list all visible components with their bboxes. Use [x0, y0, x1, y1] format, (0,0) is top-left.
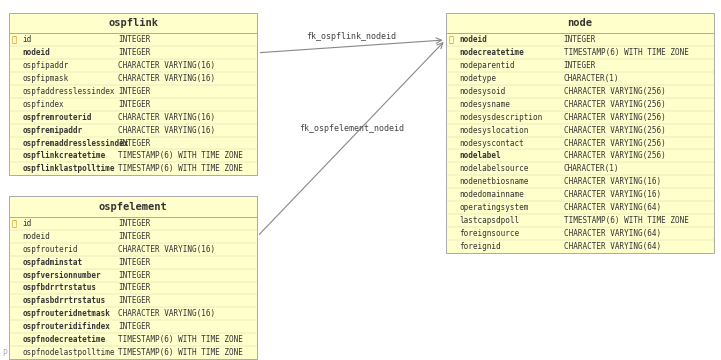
- Text: ⚿: ⚿: [448, 35, 454, 44]
- Text: nodedomainname: nodedomainname: [459, 190, 524, 199]
- Text: nodesyslocation: nodesyslocation: [459, 126, 528, 135]
- Text: ospfremaddresslessindex: ospfremaddresslessindex: [22, 139, 129, 148]
- Text: CHARACTER VARYING(256): CHARACTER VARYING(256): [564, 100, 665, 109]
- Text: fk_ospflink_nodeid: fk_ospflink_nodeid: [306, 32, 397, 41]
- Text: nodesysoid: nodesysoid: [459, 87, 505, 96]
- Bar: [446, 13, 714, 253]
- Text: node: node: [567, 18, 592, 28]
- Text: INTEGER: INTEGER: [118, 322, 151, 331]
- Text: CHARACTER VARYING(16): CHARACTER VARYING(16): [118, 309, 216, 318]
- Text: INTEGER: INTEGER: [118, 258, 151, 267]
- Text: ospfbdrrtrstatus: ospfbdrrtrstatus: [22, 283, 97, 292]
- Text: CHARACTER VARYING(256): CHARACTER VARYING(256): [564, 113, 665, 122]
- Bar: [9, 196, 257, 359]
- Text: TIMESTAMP(6) WITH TIME ZONE: TIMESTAMP(6) WITH TIME ZONE: [564, 216, 689, 225]
- Text: nodecreatetime: nodecreatetime: [459, 48, 524, 57]
- Text: CHARACTER VARYING(16): CHARACTER VARYING(16): [118, 61, 216, 70]
- Text: CHARACTER VARYING(64): CHARACTER VARYING(64): [564, 229, 660, 238]
- Text: INTEGER: INTEGER: [118, 219, 151, 228]
- Text: id: id: [22, 35, 32, 44]
- Text: TIMESTAMP(6) WITH TIME ZONE: TIMESTAMP(6) WITH TIME ZONE: [118, 335, 243, 344]
- Text: CHARACTER VARYING(16): CHARACTER VARYING(16): [564, 177, 660, 186]
- Text: TIMESTAMP(6) WITH TIME ZONE: TIMESTAMP(6) WITH TIME ZONE: [564, 48, 689, 57]
- Text: nodeid: nodeid: [459, 35, 487, 44]
- Text: INTEGER: INTEGER: [564, 35, 596, 44]
- Text: TIMESTAMP(6) WITH TIME ZONE: TIMESTAMP(6) WITH TIME ZONE: [118, 164, 243, 173]
- Text: INTEGER: INTEGER: [118, 48, 151, 57]
- Text: CHARACTER VARYING(256): CHARACTER VARYING(256): [564, 87, 665, 96]
- Text: nodesysdescription: nodesysdescription: [459, 113, 542, 122]
- Text: CHARACTER VARYING(256): CHARACTER VARYING(256): [564, 139, 665, 148]
- Text: nodesysname: nodesysname: [459, 100, 510, 109]
- Text: CHARACTER VARYING(64): CHARACTER VARYING(64): [564, 242, 660, 251]
- Text: ⚿: ⚿: [12, 35, 17, 44]
- Text: ospfindex: ospfindex: [22, 100, 64, 109]
- Text: ospfrouterid: ospfrouterid: [22, 245, 78, 254]
- Text: TIMESTAMP(6) WITH TIME ZONE: TIMESTAMP(6) WITH TIME ZONE: [118, 348, 243, 357]
- Text: CHARACTER VARYING(16): CHARACTER VARYING(16): [118, 74, 216, 83]
- Text: nodetype: nodetype: [459, 74, 496, 83]
- Text: ospflinklastpolltime: ospflinklastpolltime: [22, 164, 115, 173]
- Text: INTEGER: INTEGER: [118, 87, 151, 96]
- Text: ospflink: ospflink: [108, 18, 158, 28]
- Text: ospfasbdrrtrstatus: ospfasbdrrtrstatus: [22, 296, 105, 305]
- Text: INTEGER: INTEGER: [118, 296, 151, 305]
- Text: ospfnodecreatetime: ospfnodecreatetime: [22, 335, 105, 344]
- Text: operatingsystem: operatingsystem: [459, 203, 528, 212]
- Text: nodeid: nodeid: [22, 48, 50, 57]
- Text: id: id: [22, 219, 32, 228]
- Text: ospfremrouterid: ospfremrouterid: [22, 113, 92, 122]
- Text: CHARACTER(1): CHARACTER(1): [564, 164, 619, 173]
- Text: INTEGER: INTEGER: [118, 100, 151, 109]
- Text: INTEGER: INTEGER: [118, 232, 151, 241]
- Text: foreignsource: foreignsource: [459, 229, 519, 238]
- Text: ospfipmask: ospfipmask: [22, 74, 68, 83]
- Text: nodenetbiosname: nodenetbiosname: [459, 177, 528, 186]
- Text: ospfnodelastpolltime: ospfnodelastpolltime: [22, 348, 115, 357]
- Text: CHARACTER VARYING(16): CHARACTER VARYING(16): [118, 126, 216, 135]
- Bar: [9, 13, 257, 175]
- Text: fk_ospfelement_nodeid: fk_ospfelement_nodeid: [299, 124, 404, 133]
- Text: INTEGER: INTEGER: [118, 139, 151, 148]
- Text: CHARACTER VARYING(16): CHARACTER VARYING(16): [118, 113, 216, 122]
- Text: TIMESTAMP(6) WITH TIME ZONE: TIMESTAMP(6) WITH TIME ZONE: [118, 152, 243, 161]
- Text: ospfrouteridifindex: ospfrouteridifindex: [22, 322, 110, 331]
- Text: nodeid: nodeid: [22, 232, 50, 241]
- Text: ospfrouteridnetmask: ospfrouteridnetmask: [22, 309, 110, 318]
- Text: INTEGER: INTEGER: [118, 35, 151, 44]
- Text: CHARACTER(1): CHARACTER(1): [564, 74, 619, 83]
- Text: ospfremipaddr: ospfremipaddr: [22, 126, 82, 135]
- Text: ospfelement: ospfelement: [99, 202, 167, 212]
- Text: INTEGER: INTEGER: [564, 61, 596, 70]
- Text: foreignid: foreignid: [459, 242, 501, 251]
- Text: lastcapsdpoll: lastcapsdpoll: [459, 216, 519, 225]
- Text: ospflinkcreatetime: ospflinkcreatetime: [22, 152, 105, 161]
- Text: CHARACTER VARYING(64): CHARACTER VARYING(64): [564, 203, 660, 212]
- Text: ospfipaddr: ospfipaddr: [22, 61, 68, 70]
- Text: INTEGER: INTEGER: [118, 271, 151, 280]
- Text: ⚿: ⚿: [12, 219, 17, 228]
- Text: P: P: [2, 349, 6, 358]
- Text: ospfversionnumber: ospfversionnumber: [22, 271, 101, 280]
- Text: nodelabelsource: nodelabelsource: [459, 164, 528, 173]
- Text: CHARACTER VARYING(16): CHARACTER VARYING(16): [118, 245, 216, 254]
- Text: INTEGER: INTEGER: [118, 283, 151, 292]
- Text: ospfaddresslessindex: ospfaddresslessindex: [22, 87, 115, 96]
- Text: CHARACTER VARYING(16): CHARACTER VARYING(16): [564, 190, 660, 199]
- Text: CHARACTER VARYING(256): CHARACTER VARYING(256): [564, 152, 665, 161]
- Text: CHARACTER VARYING(256): CHARACTER VARYING(256): [564, 126, 665, 135]
- Text: nodeparentid: nodeparentid: [459, 61, 515, 70]
- Text: nodelabel: nodelabel: [459, 152, 501, 161]
- Text: ospfadminstat: ospfadminstat: [22, 258, 82, 267]
- Text: nodesyscontact: nodesyscontact: [459, 139, 524, 148]
